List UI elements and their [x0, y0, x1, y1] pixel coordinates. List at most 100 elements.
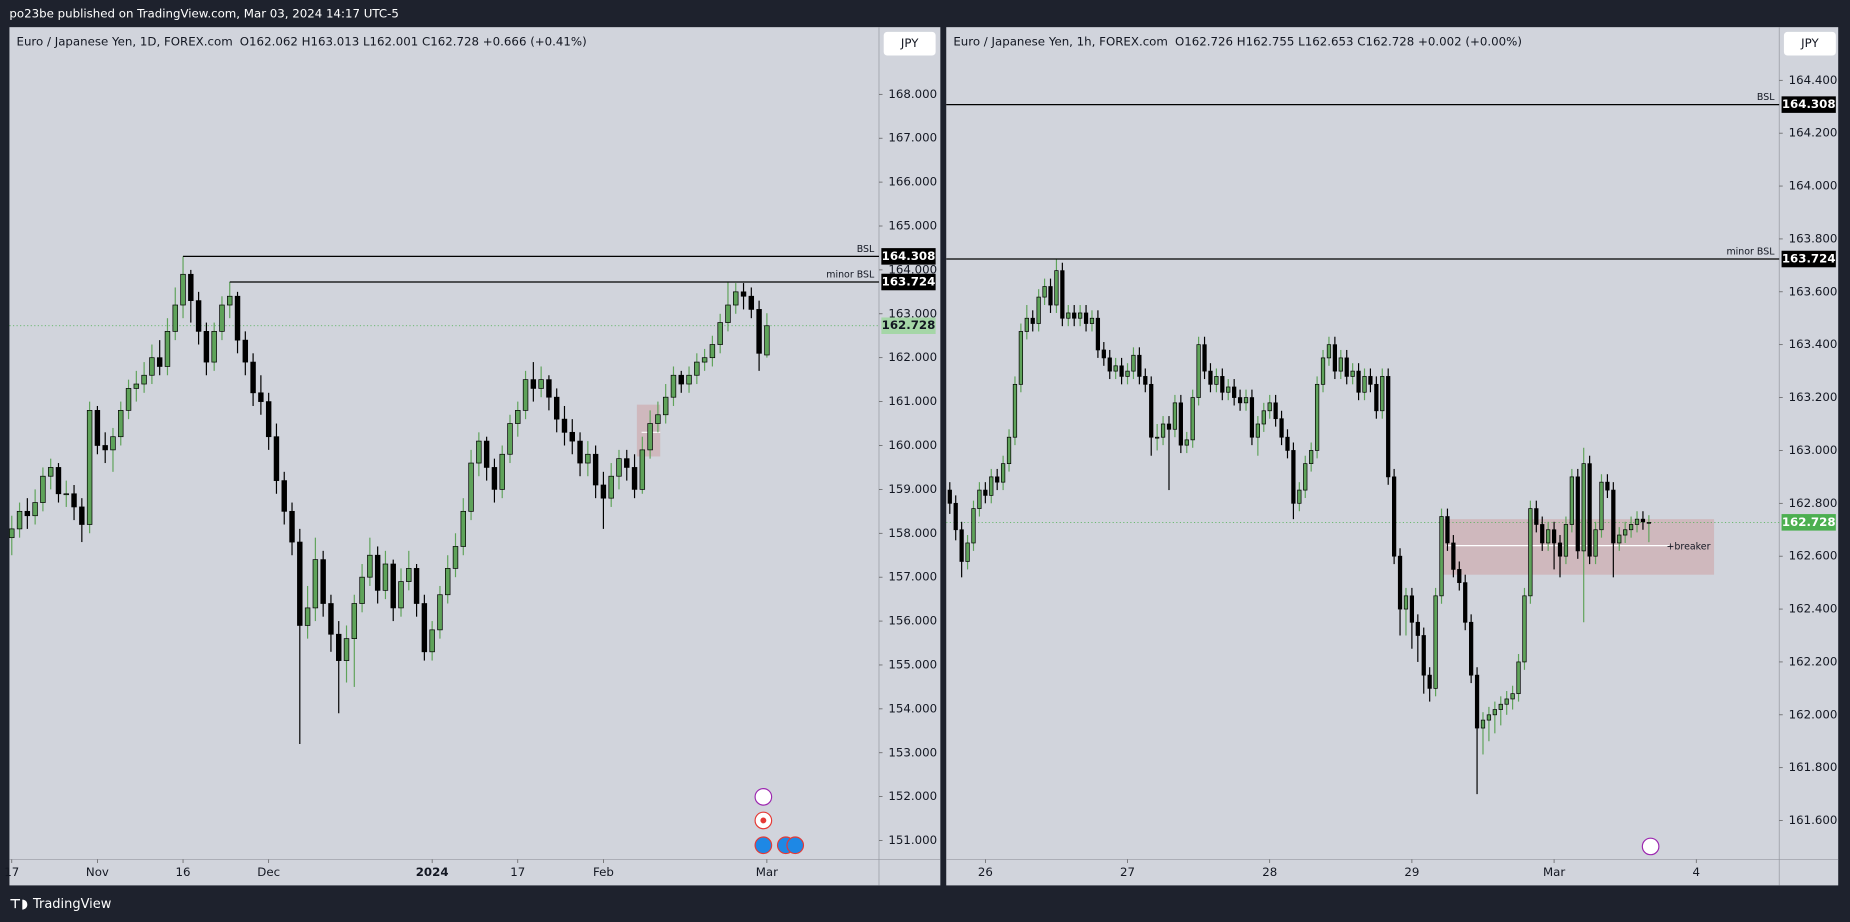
candle-body — [149, 357, 155, 376]
candle-body — [1326, 344, 1332, 359]
candle-body — [47, 467, 54, 477]
candle-body — [553, 396, 560, 420]
candle-body — [733, 291, 739, 306]
event-icon — [754, 788, 773, 806]
candle-body — [79, 506, 85, 525]
candle-body — [717, 322, 723, 345]
candle-body — [1137, 354, 1142, 377]
y-tick-label: 164.000 — [1789, 179, 1838, 193]
y-tick-label: 154.000 — [888, 701, 937, 715]
level-price-label: 164.308 — [1782, 97, 1836, 111]
candle-body — [577, 440, 583, 464]
candle-body — [1551, 529, 1557, 544]
currency-button[interactable] — [1783, 31, 1836, 56]
candle-body — [953, 502, 958, 531]
candle-body — [499, 453, 505, 490]
candle-body — [1557, 542, 1563, 557]
candle-body — [1338, 357, 1343, 372]
level-price-label: 163.724 — [1782, 252, 1836, 266]
candle-body — [71, 493, 77, 508]
candle-body — [328, 603, 334, 635]
x-tick-label: 28 — [1262, 865, 1277, 879]
y-tick-label: 166.000 — [888, 175, 937, 189]
candle-body — [110, 436, 116, 451]
candle-body — [1409, 595, 1415, 623]
candle-body — [983, 489, 988, 496]
candle-body — [1048, 286, 1053, 306]
candle-body — [1634, 518, 1640, 525]
candle-body — [1397, 555, 1403, 610]
candle-body — [1628, 524, 1634, 531]
x-tick-label: 2024 — [416, 865, 449, 879]
candle-body — [242, 339, 249, 363]
y-tick-label: 162.600 — [1789, 549, 1838, 563]
candle-body — [195, 300, 202, 332]
candle-body — [1522, 595, 1527, 663]
candle-body — [1255, 423, 1260, 438]
chart-header: Euro / Japanese Yen, 1h, FOREX.com O162.7… — [953, 34, 1522, 48]
candle-body — [1646, 521, 1651, 524]
candle-body — [351, 603, 358, 639]
candle-body — [725, 304, 731, 323]
candle-body — [1078, 312, 1083, 319]
candle-body — [1599, 481, 1604, 531]
candle-body — [655, 414, 661, 424]
y-tick-label: 167.000 — [888, 131, 937, 145]
candle-body — [476, 440, 482, 464]
y-tick-label: 162.000 — [1789, 707, 1838, 721]
event-icon — [786, 836, 805, 855]
candle-body — [561, 418, 568, 433]
candle-body — [24, 510, 31, 517]
candle-body — [1457, 569, 1462, 583]
currency-button[interactable] — [883, 31, 936, 56]
level-name: minor BSL — [826, 269, 875, 280]
level-name: BSL — [857, 244, 875, 255]
candle-body — [1480, 719, 1486, 729]
candle-body — [608, 475, 614, 499]
candle-body — [1166, 423, 1172, 430]
candle-body — [1042, 286, 1047, 298]
level-name: minor BSL — [1726, 246, 1775, 257]
candle-body — [1611, 489, 1616, 544]
candle-body — [1178, 402, 1183, 446]
chart-title: Euro / Japanese Yen, 1h, FOREX.com — [953, 34, 1168, 48]
candle-body — [1095, 317, 1101, 351]
candle-body — [1024, 317, 1029, 332]
candle-body — [1190, 397, 1195, 441]
candle-body — [1054, 270, 1059, 306]
candle-body — [546, 379, 552, 398]
candle-body — [1208, 370, 1213, 385]
candle-body — [1155, 436, 1160, 439]
candle-body — [281, 480, 287, 512]
candle-body — [211, 331, 217, 363]
candle-body — [491, 467, 498, 490]
candle-body — [1362, 376, 1367, 393]
candle-body — [9, 528, 15, 539]
candle-body — [1018, 331, 1024, 385]
level-price-label: 163.724 — [882, 275, 936, 289]
chart-header: Euro / Japanese Yen, 1D, FOREX.com O162.0… — [17, 34, 587, 48]
candle-body — [1214, 376, 1219, 385]
candle-body — [359, 576, 365, 604]
candle-body — [32, 502, 38, 517]
candle-body — [265, 401, 272, 438]
y-tick-label: 159.000 — [888, 482, 937, 496]
x-tick-label: Mar — [756, 865, 778, 879]
last-price-box — [1781, 514, 1836, 531]
chart-panel: 161.600 161.800 162.000 162.200 162.400 162.6… — [946, 27, 1839, 886]
candle-body — [1332, 344, 1338, 372]
y-tick-label: 162.400 — [1789, 602, 1838, 616]
candle-body — [1149, 383, 1154, 438]
candle-body — [647, 423, 653, 451]
candle-body — [1344, 357, 1349, 377]
publisher-line: po23be published on TradingView.com, Mar… — [9, 7, 398, 21]
y-tick-label: 168.000 — [888, 87, 937, 101]
candle-body — [709, 344, 716, 359]
candle-body — [530, 379, 537, 389]
zone-label: +breaker — [1667, 541, 1711, 552]
candle-body — [989, 476, 994, 496]
candle-body — [203, 331, 210, 363]
candle-body — [1451, 542, 1456, 570]
candle-body — [995, 476, 1000, 483]
ohlc-values: O162.062 H163.013 L162.001 C162.728 +0.6… — [240, 34, 587, 48]
